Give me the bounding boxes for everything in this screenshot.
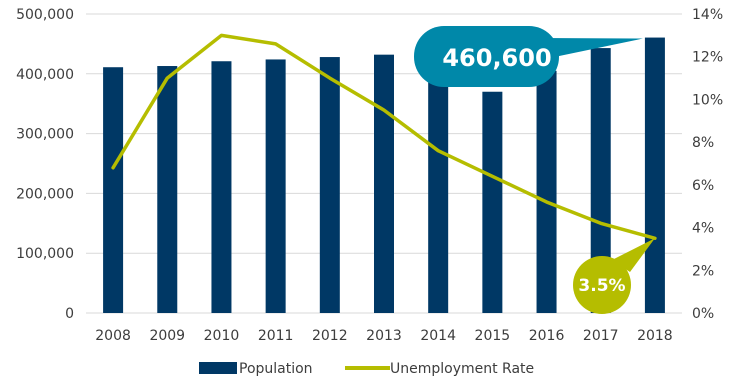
left-tick-label: 500,000: [16, 7, 74, 23]
right-tick-label: 0%: [692, 306, 714, 322]
right-tick-label: 2%: [692, 263, 714, 279]
unemployment-callout-bubble: [573, 256, 631, 314]
x-tick-label: 2008: [95, 328, 131, 344]
left-tick-label: 0: [65, 306, 74, 322]
left-tick-label: 200,000: [16, 186, 74, 202]
x-tick-label: 2014: [420, 328, 456, 344]
x-tick-label: 2013: [366, 328, 402, 344]
x-axis-ticks: 2008 2009 2010 2011 2012 2013 2014 2015 2016 2017…: [95, 328, 672, 344]
x-tick-label: 2017: [583, 328, 619, 344]
x-tick-label: 2009: [149, 328, 185, 344]
population-bars: [103, 37, 665, 314]
unemployment-callout-pointer: [612, 238, 655, 272]
right-tick-label: 6%: [692, 178, 714, 194]
right-tick-label: 4%: [692, 221, 714, 237]
unemployment-callout-label: 3.5%: [578, 276, 625, 296]
population-bar: [103, 67, 124, 313]
legend-population-label: Population: [239, 361, 313, 377]
right-tick-label: 8%: [692, 135, 714, 151]
population-bar: [319, 57, 340, 313]
x-tick-label: 2012: [312, 328, 348, 344]
right-tick-label: 12%: [692, 50, 723, 66]
population-bar: [590, 48, 611, 313]
population-bar: [211, 61, 232, 313]
population-bar: [374, 54, 394, 313]
x-tick-label: 2015: [475, 328, 511, 344]
right-tick-label: 14%: [692, 7, 723, 23]
legend-unemployment-label: Unemployment Rate: [390, 361, 534, 377]
x-tick-label: 2018: [637, 328, 673, 344]
population-bar: [157, 66, 178, 313]
population-bar: [265, 59, 286, 314]
unemployment-line-path: [111, 33, 657, 240]
population-bar: [644, 37, 665, 314]
unemployment-line: [111, 33, 657, 240]
callouts: 460,600 3.5%: [414, 26, 655, 314]
left-tick-label: 400,000: [16, 67, 74, 83]
population-bar: [428, 74, 449, 313]
left-axis-ticks: 0 100,000 200,000 300,000 400,000 500,000: [16, 7, 74, 322]
population-callout-label: 460,600: [442, 44, 551, 72]
population-bar: [482, 91, 503, 314]
legend: Population Unemployment Rate: [199, 361, 534, 377]
population-callout-pointer: [540, 38, 643, 60]
x-tick-label: 2016: [529, 328, 565, 344]
legend-population-swatch: [199, 362, 237, 374]
left-tick-label: 300,000: [16, 127, 74, 143]
right-axis-ticks: 0% 2% 4% 6% 8% 10% 12% 14%: [692, 7, 723, 322]
left-tick-label: 100,000: [16, 246, 74, 262]
population-bar: [536, 70, 557, 313]
x-tick-label: 2010: [204, 328, 240, 344]
right-tick-label: 10%: [692, 92, 723, 108]
x-tick-label: 2011: [258, 328, 294, 344]
population-callout-bubble: [414, 26, 559, 87]
